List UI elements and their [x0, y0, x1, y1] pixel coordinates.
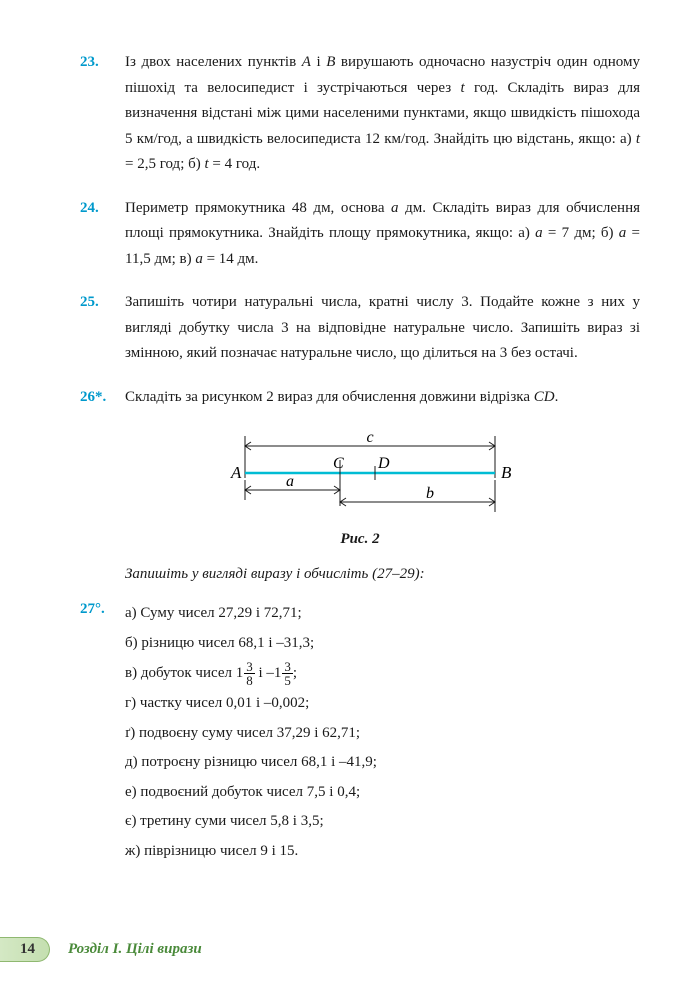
figure-caption: Рис. 2 — [80, 531, 640, 548]
section-instruction: Запишіть у вигляді виразу і обчисліть (2… — [125, 566, 640, 583]
label-B: B — [501, 463, 512, 482]
problem-number: 26*. — [80, 385, 125, 411]
problem-27: 27°. а) Суму чисел 27,29 і 72,71; б) різ… — [80, 597, 640, 868]
diagram-svg: c A B C D a — [195, 428, 525, 523]
item-zh: ж) піврізницю чисел 9 і 15. — [125, 839, 640, 865]
item-b: б) різницю чисел 68,1 і –31,3; — [125, 631, 640, 657]
problem-number: 25. — [80, 290, 125, 367]
label-a: a — [286, 473, 294, 490]
problem-number: 27°. — [80, 597, 125, 868]
label-b: b — [426, 485, 434, 502]
problem-text: Периметр прямокутника 48 дм, основа a дм… — [125, 196, 640, 273]
page-number: 14 — [0, 937, 50, 962]
label-c: c — [366, 429, 373, 446]
chapter-title: Розділ I. Цілі вирази — [68, 941, 202, 958]
problem-text: Запишіть чотири натуральні числа, кратні… — [125, 290, 640, 367]
figure-2: c A B C D a — [80, 428, 640, 548]
page-footer: 14 Розділ I. Цілі вирази — [0, 937, 202, 962]
problem-number: 24. — [80, 196, 125, 273]
item-ye: є) третину суми чисел 5,8 і 3,5; — [125, 809, 640, 835]
problem-26: 26*. Складіть за рисунком 2 вираз для об… — [80, 385, 640, 411]
text-fragment: ; — [293, 665, 297, 681]
text-fragment: в) добуток чисел — [125, 665, 236, 681]
problem-23: 23. Із двох населених пунктів A і B виру… — [80, 50, 640, 178]
label-C: C — [333, 455, 344, 472]
item-v: в) добуток чисел 138 і –135; — [125, 660, 640, 687]
fraction-1: 138 — [236, 660, 255, 687]
item-g: г) частку чисел 0,01 і –0,002; — [125, 691, 640, 717]
fraction-2: –135 — [266, 660, 293, 687]
item-a: а) Суму чисел 27,29 і 72,71; — [125, 601, 640, 627]
problem-number: 23. — [80, 50, 125, 178]
item-e: е) подвоєний добуток чисел 7,5 і 0,4; — [125, 780, 640, 806]
label-D: D — [377, 455, 390, 472]
problem-text: Складіть за рисунком 2 вираз для обчисле… — [125, 385, 640, 411]
label-A: A — [230, 463, 242, 482]
item-gg: ґ) подвоєну суму чисел 37,29 і 62,71; — [125, 721, 640, 747]
item-d: д) потроєну різницю чисел 68,1 і –41,9; — [125, 750, 640, 776]
problem-24: 24. Периметр прямокутника 48 дм, основа … — [80, 196, 640, 273]
text-fragment: і — [255, 665, 267, 681]
problem-25: 25. Запишіть чотири натуральні числа, кр… — [80, 290, 640, 367]
problem-text: Із двох населених пунктів A і B вирушают… — [125, 50, 640, 178]
problem-text: а) Суму чисел 27,29 і 72,71; б) різницю … — [125, 597, 640, 868]
